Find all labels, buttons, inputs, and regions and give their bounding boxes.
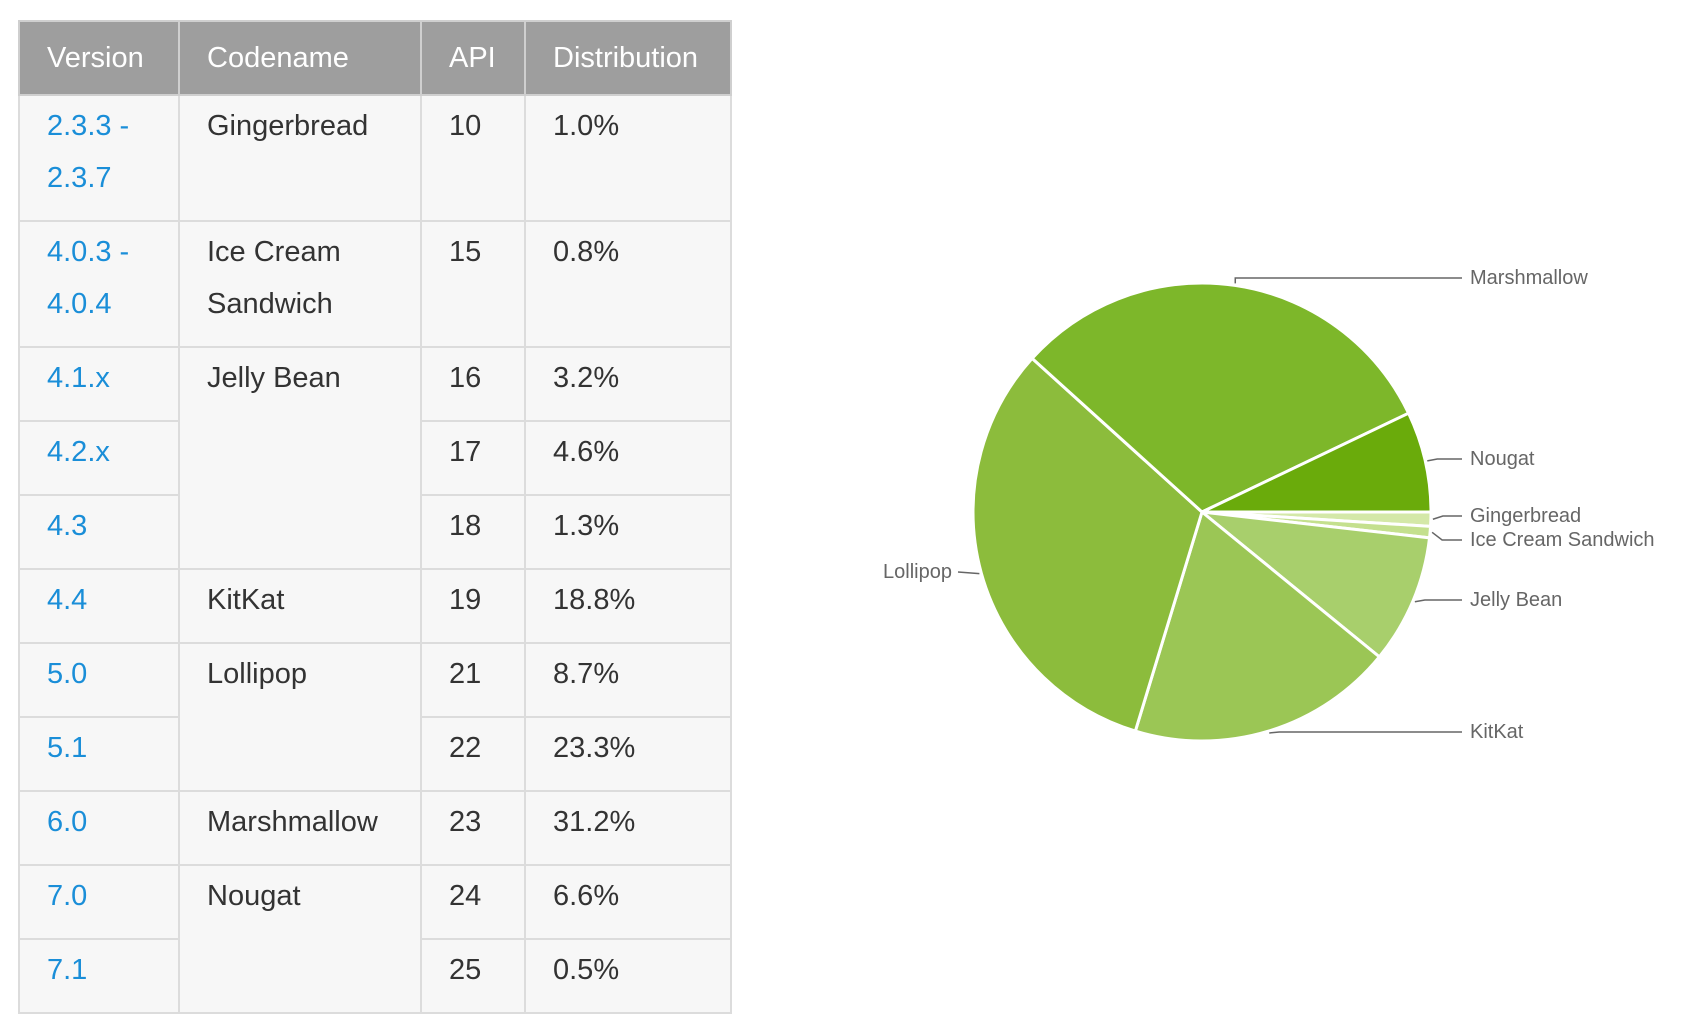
codename-cell: Marshmallow xyxy=(178,790,422,866)
svg-text:Gingerbread: Gingerbread xyxy=(1470,505,1581,527)
api-cell: 15 xyxy=(420,220,526,348)
pie-slice-kitkat xyxy=(1133,509,1382,743)
codename-cell: Nougat xyxy=(178,864,422,1014)
api-cell: 24 xyxy=(420,864,526,940)
pie-label-gingerbread: Gingerbread xyxy=(1432,505,1581,527)
version-link[interactable]: 2.3.3 - 2.3.7 xyxy=(18,94,180,222)
api-cell: 17 xyxy=(420,420,526,496)
version-link[interactable]: 4.1.x xyxy=(18,346,180,422)
distribution-cell: 0.5% xyxy=(524,938,732,1014)
api-cell: 23 xyxy=(420,790,526,866)
svg-text:KitKat: KitKat xyxy=(1470,721,1524,743)
distribution-cell: 1.0% xyxy=(524,94,732,222)
distribution-cell: 4.6% xyxy=(524,420,732,496)
codename-cell: Ice Cream Sandwich xyxy=(178,220,422,348)
api-cell: 18 xyxy=(420,494,526,570)
api-cell: 10 xyxy=(420,94,526,222)
pie-label-kitkat: KitKat xyxy=(1269,721,1524,743)
api-cell: 21 xyxy=(420,642,526,718)
version-link[interactable]: 4.3 xyxy=(18,494,180,570)
version-link[interactable]: 4.2.x xyxy=(18,420,180,496)
distribution-cell: 18.8% xyxy=(524,568,732,644)
svg-text:Ice Cream Sandwich: Ice Cream Sandwich xyxy=(1470,529,1655,551)
pie-label-nougat: Nougat xyxy=(1427,448,1535,470)
version-link[interactable]: 5.0 xyxy=(18,642,180,718)
distribution-cell: 1.3% xyxy=(524,494,732,570)
table-header-row: Version Codename API Distribution xyxy=(18,20,732,96)
codename-cell: KitKat xyxy=(178,568,422,644)
api-cell: 22 xyxy=(420,716,526,792)
table-row: 4.2.x 17 4.6% xyxy=(18,420,732,496)
version-link[interactable]: 7.1 xyxy=(18,938,180,1014)
api-cell: 25 xyxy=(420,938,526,1014)
table-row: 7.0 Nougat 24 6.6% xyxy=(18,864,732,1014)
version-link[interactable]: 4.0.3 - 4.0.4 xyxy=(18,220,180,348)
pie-slice-jelly-bean xyxy=(1197,509,1432,659)
api-cell: 19 xyxy=(420,568,526,644)
version-link[interactable]: 7.0 xyxy=(18,864,180,940)
header-api: API xyxy=(420,20,526,96)
api-cell: 16 xyxy=(420,346,526,422)
header-version: Version xyxy=(18,20,180,96)
table-row: 5.0 Lollipop 21 8.7% xyxy=(18,642,732,792)
distribution-cell: 0.8% xyxy=(524,220,732,348)
table-row: 4.0.3 - 4.0.4 Ice Cream Sandwich 15 0.8% xyxy=(18,220,732,348)
table-row: 6.0 Marshmallow 23 31.2% xyxy=(18,790,732,866)
version-link[interactable]: 6.0 xyxy=(18,790,180,866)
svg-text:Nougat: Nougat xyxy=(1470,448,1535,470)
table-row: 7.1 25 0.5% xyxy=(18,938,732,1014)
table-row: 4.4 KitKat 19 18.8% xyxy=(18,568,732,644)
codename-cell: Gingerbread xyxy=(178,94,422,222)
header-codename: Codename xyxy=(178,20,422,96)
svg-text:Lollipop: Lollipop xyxy=(883,561,952,583)
distribution-cell: 6.6% xyxy=(524,864,732,940)
pie-slice-nougat xyxy=(1201,411,1433,514)
distribution-cell: 3.2% xyxy=(524,346,732,422)
codename-cell: Jelly Bean xyxy=(178,346,422,570)
svg-text:Jelly Bean: Jelly Bean xyxy=(1470,589,1562,611)
table-row: 2.3.3 - 2.3.7 Gingerbread 10 1.0% xyxy=(18,94,732,222)
version-link[interactable]: 5.1 xyxy=(18,716,180,792)
codename-cell: Lollipop xyxy=(178,642,422,792)
svg-text:Marshmallow: Marshmallow xyxy=(1470,267,1588,289)
table-row: 5.1 22 23.3% xyxy=(18,716,732,792)
pie-label-marshmallow: Marshmallow xyxy=(1234,267,1588,289)
version-link[interactable]: 4.4 xyxy=(18,568,180,644)
pie-label-jelly-bean: Jelly Bean xyxy=(1414,589,1562,611)
distribution-table: Version Codename API Distribution 2.3.3 … xyxy=(18,20,732,1014)
distribution-cell: 23.3% xyxy=(524,716,732,792)
table-row: 4.1.x Jelly Bean 16 3.2% xyxy=(18,346,732,570)
pie-slice-marshmallow xyxy=(1030,281,1411,514)
header-distribution: Distribution xyxy=(524,20,732,96)
table-row: 4.3 18 1.3% xyxy=(18,494,732,570)
distribution-cell: 31.2% xyxy=(524,790,732,866)
pie-slice-lollipop xyxy=(971,356,1204,733)
distribution-cell: 8.7% xyxy=(524,642,732,718)
pie-label-lollipop: Lollipop xyxy=(883,561,980,583)
pie-label-ice-cream-sandwich: Ice Cream Sandwich xyxy=(1431,529,1655,551)
